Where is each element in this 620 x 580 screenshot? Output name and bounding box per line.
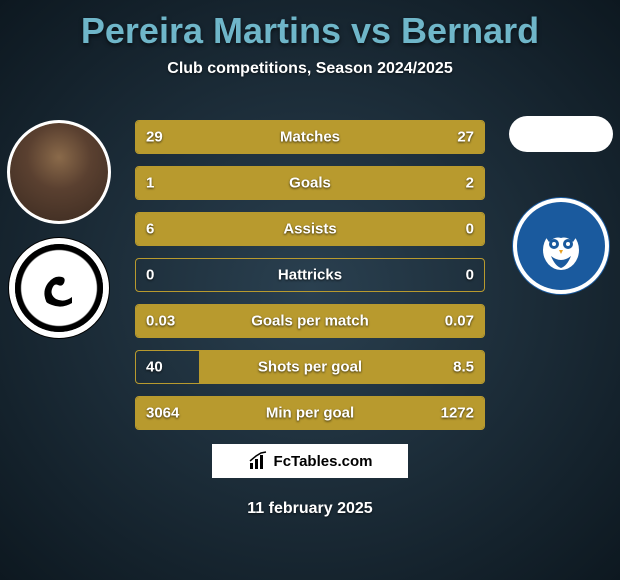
chart-icon [248,451,268,471]
stat-row: 00Hattricks [135,258,485,292]
brand-text: FcTables.com [274,453,373,470]
stat-label: Goals [136,175,484,192]
date-text: 11 february 2025 [0,500,620,518]
stat-label: Goals per match [136,313,484,330]
club-badge-right [517,202,605,290]
stat-row: 12Goals [135,166,485,200]
owl-icon [531,216,591,276]
stat-label: Shots per goal [136,359,484,376]
stat-label: Hattricks [136,267,484,284]
stat-label: Matches [136,129,484,146]
subtitle: Club competitions, Season 2024/2025 [0,60,620,78]
left-column [4,120,114,332]
right-column [506,120,616,290]
swan-icon [34,263,84,313]
stat-row: 408.5Shots per goal [135,350,485,384]
stat-row: 0.030.07Goals per match [135,304,485,338]
stat-label: Min per goal [136,405,484,422]
brand-badge: FcTables.com [212,444,408,478]
club-badge-left [15,244,103,332]
page-title: Pereira Martins vs Bernard [0,0,620,52]
player-right-avatar [509,116,613,152]
stat-row: 30641272Min per goal [135,396,485,430]
stat-row: 60Assists [135,212,485,246]
stats-container: 2927Matches 12Goals 60Assists 00Hattricks 0.… [135,120,485,430]
player-left-avatar [7,120,111,224]
stat-label: Assists [136,221,484,238]
stat-row: 2927Matches [135,120,485,154]
